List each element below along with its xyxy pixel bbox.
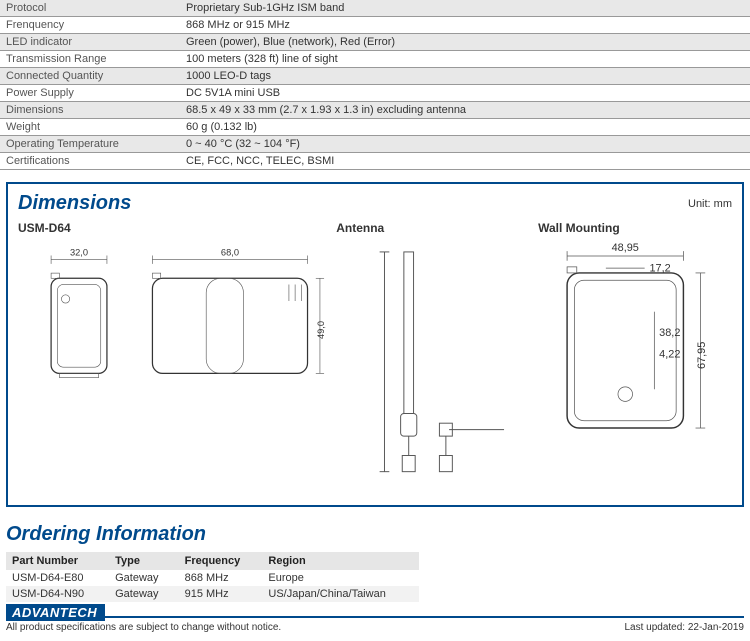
svg-text:48,95: 48,95: [612, 242, 639, 254]
col-part-number: Part Number: [6, 552, 109, 570]
col-region: Region: [262, 552, 418, 570]
dimensions-section: Dimensions Unit: mm USM-D64 32,0: [6, 182, 744, 507]
spec-row: LED indicatorGreen (power), Blue (networ…: [0, 34, 750, 51]
spec-value: 60 g (0.132 lb): [180, 119, 750, 136]
spec-value: 100 meters (328 ft) line of sight: [180, 51, 750, 68]
ordering-title: Ordering Information: [6, 523, 744, 546]
ordering-table: Part Number Type Frequency Region USM-D6…: [6, 552, 419, 602]
spec-row: Frenquency868 MHz or 915 MHz: [0, 17, 750, 34]
spec-value: DC 5V1A mini USB: [180, 85, 750, 102]
spec-label: Transmission Range: [0, 51, 180, 68]
spec-row: Operating Temperature0 ~ 40 °C (32 ~ 104…: [0, 136, 750, 153]
spec-row: Dimensions68.5 x 49 x 33 mm (2.7 x 1.93 …: [0, 102, 750, 119]
col-type: Type: [109, 552, 179, 570]
spec-row: ProtocolProprietary Sub-1GHz ISM band: [0, 0, 750, 17]
dim-antenna: Antenna: [336, 221, 530, 501]
order-cell-freq: 868 MHz: [179, 570, 263, 586]
wall-drawing: 48,95 17,2 38,2 4,22 67,95: [538, 239, 732, 445]
unit-label: Unit: mm: [688, 198, 732, 210]
antenna-label: Antenna: [336, 221, 530, 235]
order-cell-region: Europe: [262, 570, 418, 586]
spec-label: Dimensions: [0, 102, 180, 119]
dimensions-title: Dimensions: [18, 192, 732, 215]
spec-label: Operating Temperature: [0, 136, 180, 153]
spec-value: Proprietary Sub-1GHz ISM band: [180, 0, 750, 17]
spec-label: Weight: [0, 119, 180, 136]
spec-value: 68.5 x 49 x 33 mm (2.7 x 1.93 x 1.3 in) …: [180, 102, 750, 119]
spec-value: CE, FCC, NCC, TELEC, BSMI: [180, 153, 750, 170]
order-row: USM-D64-N90Gateway915 MHzUS/Japan/China/…: [6, 586, 419, 602]
spec-label: Power Supply: [0, 85, 180, 102]
spec-row: Weight60 g (0.132 lb): [0, 119, 750, 136]
order-cell-pn: USM-D64-E80: [6, 570, 109, 586]
svg-text:38,2: 38,2: [659, 327, 680, 339]
spec-row: Connected Quantity1000 LEO-D tags: [0, 68, 750, 85]
order-cell-pn: USM-D64-N90: [6, 586, 109, 602]
svg-text:32,0: 32,0: [70, 248, 88, 258]
footer-note: All product specifications are subject t…: [6, 622, 281, 633]
spec-row: CertificationsCE, FCC, NCC, TELEC, BSMI: [0, 153, 750, 170]
spec-label: Certifications: [0, 153, 180, 170]
antenna-drawing: [336, 239, 530, 498]
spec-label: Connected Quantity: [0, 68, 180, 85]
svg-text:17,2: 17,2: [650, 263, 671, 275]
brand-logo: ADVANTECH: [6, 604, 105, 621]
usm-drawing: 32,0 68,0 49,0: [18, 239, 328, 404]
order-cell-freq: 915 MHz: [179, 586, 263, 602]
spec-row: Transmission Range100 meters (328 ft) li…: [0, 51, 750, 68]
dim-usm: USM-D64 32,0: [18, 221, 328, 501]
spec-label: Protocol: [0, 0, 180, 17]
svg-text:68,0: 68,0: [221, 248, 239, 258]
svg-text:49,0: 49,0: [316, 321, 326, 339]
svg-text:4,22: 4,22: [659, 349, 680, 361]
order-cell-type: Gateway: [109, 570, 179, 586]
wall-label: Wall Mounting: [538, 221, 732, 235]
dim-wall: Wall Mounting 48,95 17,2: [538, 221, 732, 501]
spec-label: LED indicator: [0, 34, 180, 51]
order-cell-type: Gateway: [109, 586, 179, 602]
order-row: USM-D64-E80Gateway868 MHzEurope: [6, 570, 419, 586]
spec-table: ProtocolProprietary Sub-1GHz ISM bandFre…: [0, 0, 750, 170]
footer-bar: ADVANTECH All product specifications are…: [6, 616, 744, 641]
usm-label: USM-D64: [18, 221, 328, 235]
order-cell-region: US/Japan/China/Taiwan: [262, 586, 418, 602]
footer-updated: Last updated: 22-Jan-2019: [624, 622, 744, 633]
col-frequency: Frequency: [179, 552, 263, 570]
spec-label: Frenquency: [0, 17, 180, 34]
spec-value: 0 ~ 40 °C (32 ~ 104 °F): [180, 136, 750, 153]
spec-row: Power SupplyDC 5V1A mini USB: [0, 85, 750, 102]
spec-value: 1000 LEO-D tags: [180, 68, 750, 85]
spec-value: 868 MHz or 915 MHz: [180, 17, 750, 34]
spec-value: Green (power), Blue (network), Red (Erro…: [180, 34, 750, 51]
svg-text:67,95: 67,95: [696, 342, 708, 369]
